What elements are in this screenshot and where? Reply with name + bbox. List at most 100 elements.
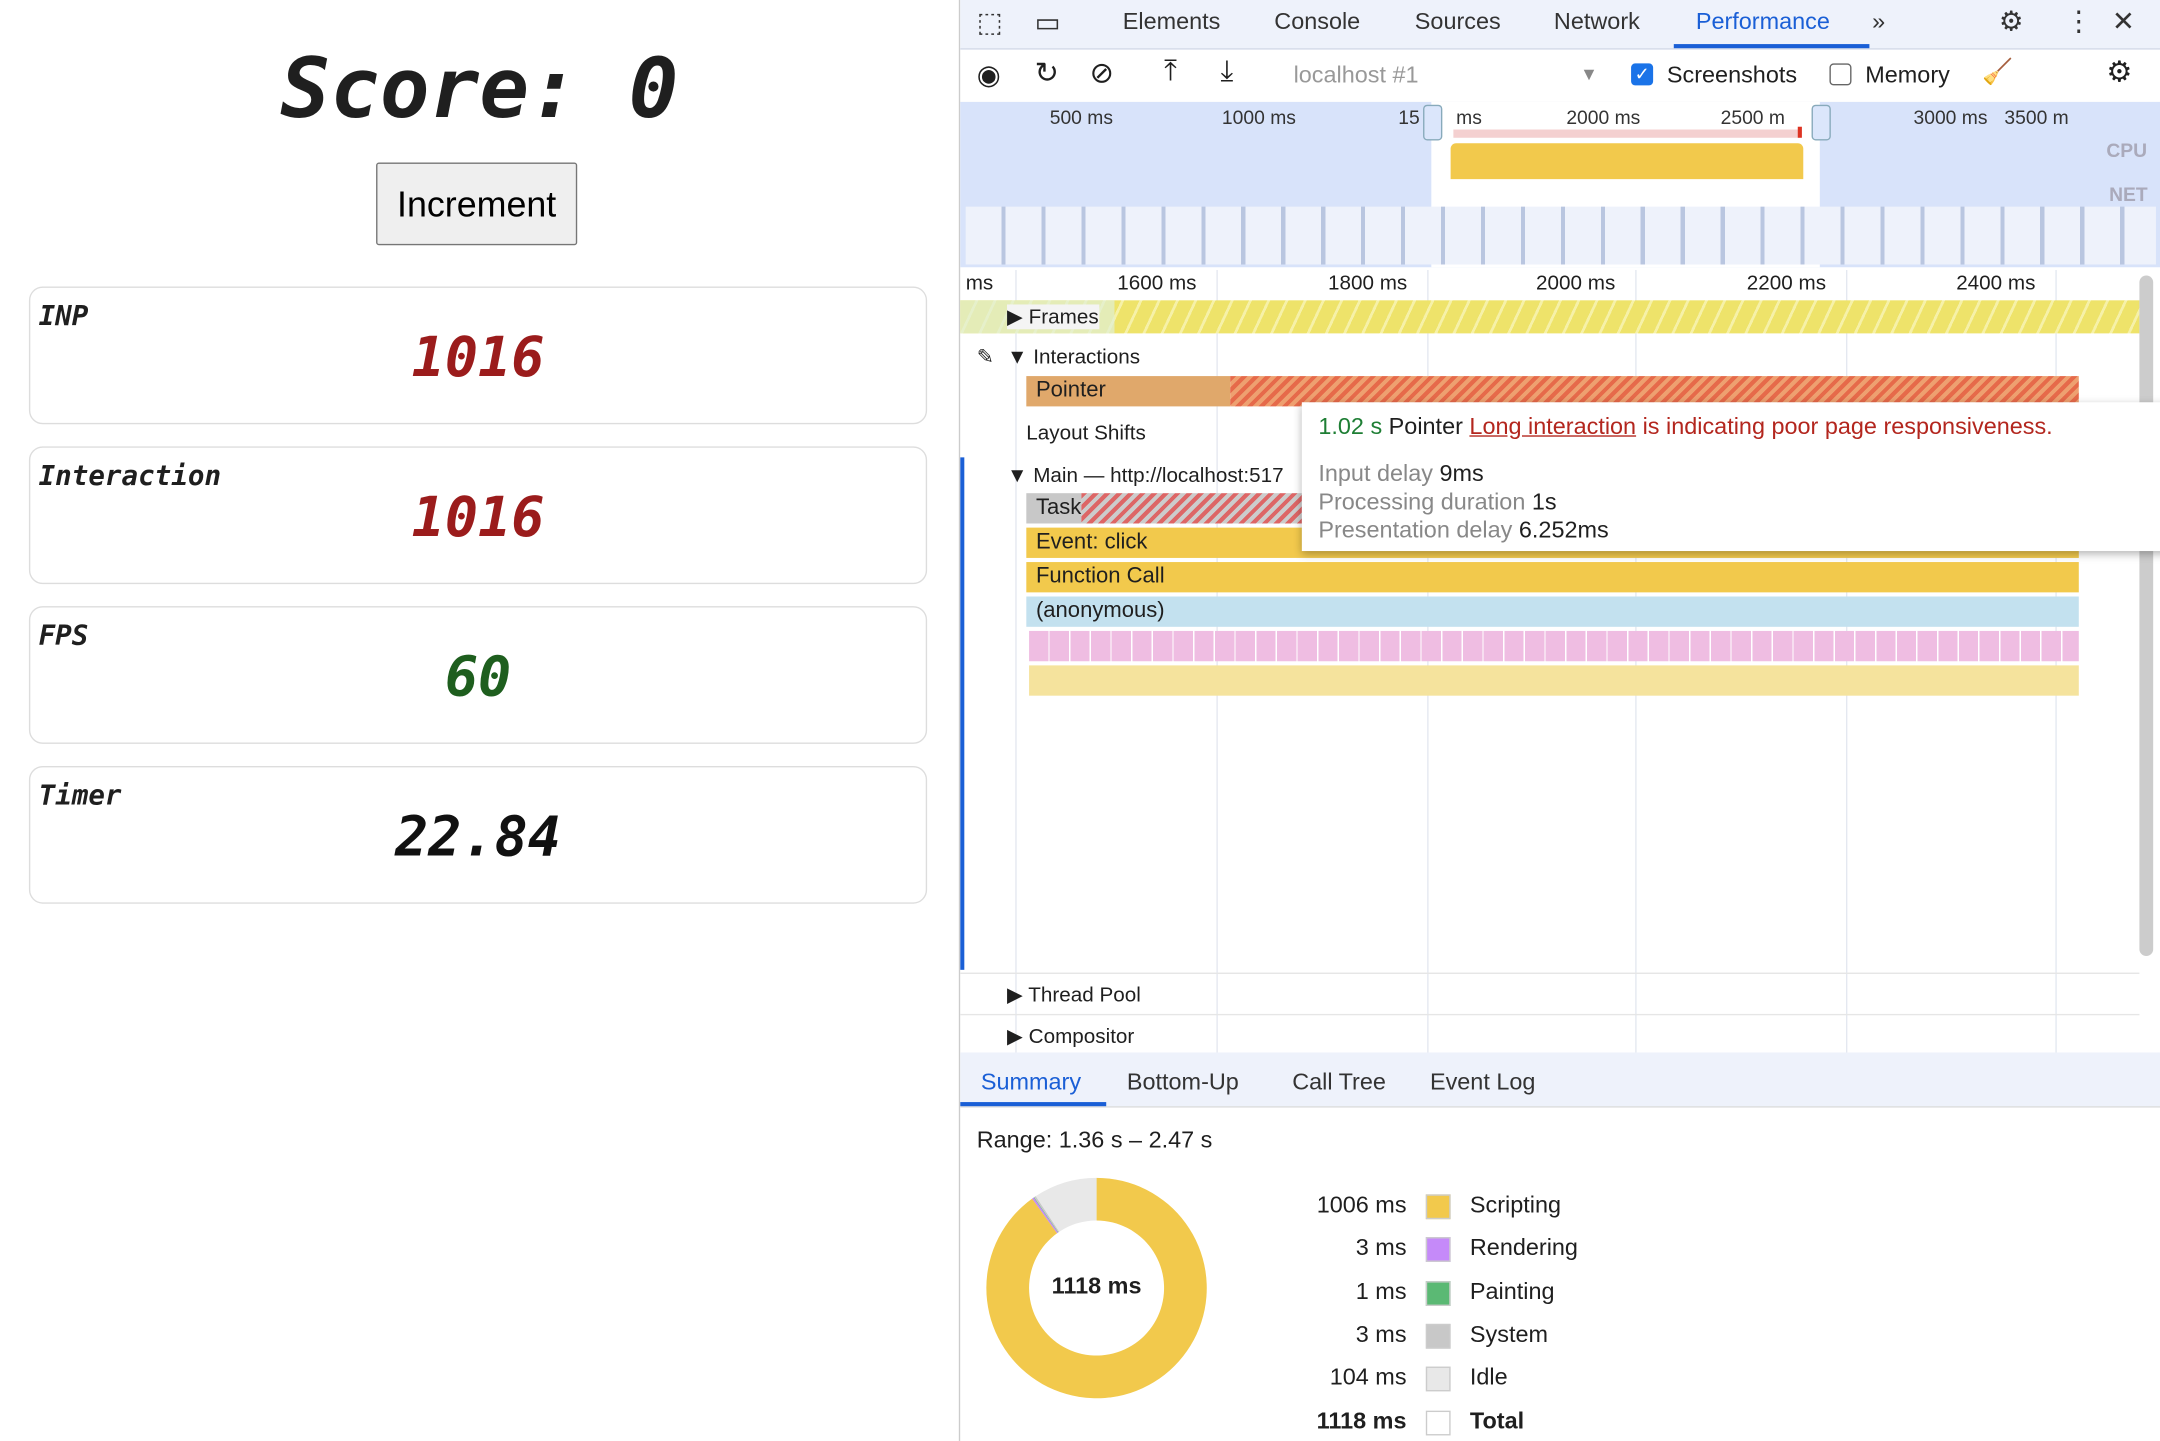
devtools-panel: ⬚ ▭ Elements Console Sources Network Per… bbox=[958, 0, 2160, 1441]
metric-label: Timer bbox=[38, 778, 122, 812]
tab-summary[interactable]: Summary bbox=[980, 1069, 1082, 1096]
performance-toolbar: ◉ ↻ ⊘ ⤒ ⤓ localhost #1 ▼ ✓ Screenshots M… bbox=[960, 50, 2160, 104]
settings-gear-icon[interactable]: ⚙ bbox=[1998, 6, 2024, 38]
ruler-tick: 2200 ms bbox=[1746, 271, 1827, 295]
compositor-track-label[interactable]: ▶ Compositor bbox=[1007, 1024, 1135, 1049]
chevron-down-icon[interactable]: ▼ bbox=[1580, 63, 1598, 85]
legend-swatch bbox=[1425, 1237, 1451, 1263]
function-call-bar[interactable]: Function Call bbox=[1026, 562, 2079, 593]
upload-icon[interactable]: ⤒ bbox=[1164, 55, 1177, 87]
summary-range: Range: 1.36 s – 2.47 s bbox=[976, 1126, 1213, 1154]
metric-label: Interaction bbox=[38, 458, 222, 492]
tooltip-duration: 1.02 s bbox=[1318, 413, 1383, 440]
tab-sources[interactable]: Sources bbox=[1414, 8, 1501, 35]
tooltip-row: Processing duration 1s bbox=[1318, 488, 1608, 516]
tab-network[interactable]: Network bbox=[1553, 8, 1640, 35]
overview-tick: ms bbox=[1456, 106, 1482, 129]
target-select[interactable]: localhost #1 bbox=[1293, 61, 1419, 89]
metric-value: 60 bbox=[444, 646, 512, 710]
overview-tick: 2000 ms bbox=[1566, 106, 1641, 129]
interaction-tooltip: 1.02 s Pointer Long interaction is indic… bbox=[1301, 402, 2160, 552]
tab-call-tree[interactable]: Call Tree bbox=[1292, 1069, 1386, 1096]
interactions-label: Interactions bbox=[1033, 345, 1141, 370]
tooltip-type: Pointer bbox=[1388, 413, 1463, 440]
summary-legend-scripting: 1006 ms Scripting bbox=[1277, 1192, 1690, 1225]
grid-line bbox=[1015, 270, 1017, 1053]
child-calls-row[interactable] bbox=[1029, 630, 2079, 662]
ruler-tick: 1600 ms bbox=[1117, 271, 1197, 295]
device-toolbar-icon[interactable]: ▭ bbox=[1034, 8, 1061, 39]
legend-value: 1118 ms bbox=[1316, 1407, 1407, 1434]
leaf-calls-row[interactable] bbox=[1029, 665, 2079, 696]
overview-tick: 3500 m bbox=[2004, 106, 2069, 129]
thread-pool-track-label[interactable]: ▶ Thread Pool bbox=[1007, 983, 1141, 1008]
frames-track[interactable] bbox=[960, 300, 2140, 334]
long-interaction-link[interactable]: Long interaction bbox=[1469, 413, 1637, 440]
increment-button[interactable]: Increment bbox=[376, 162, 578, 246]
memory-label: Memory bbox=[1865, 61, 1950, 89]
summary-donut-chart bbox=[986, 1177, 1207, 1399]
clear-icon[interactable]: ⊘ bbox=[1089, 57, 1114, 90]
ruler-tick: 2000 ms bbox=[1536, 271, 1616, 295]
download-icon[interactable]: ⤓ bbox=[1220, 55, 1234, 87]
donut-slice-rendering bbox=[1032, 1197, 1059, 1234]
donut-slice-scripting bbox=[986, 1177, 1207, 1399]
edit-tracks-icon[interactable]: ✎ bbox=[976, 345, 995, 370]
tooltip-row: Presentation delay 6.252ms bbox=[1318, 517, 1608, 545]
selection-handle-right[interactable] bbox=[1811, 104, 1831, 141]
donut-slice-painting bbox=[1033, 1197, 1059, 1233]
summary-total-center: 1118 ms bbox=[1051, 1272, 1142, 1300]
reload-record-icon[interactable]: ↻ bbox=[1034, 57, 1059, 90]
more-options-icon[interactable]: ⋮ bbox=[2065, 6, 2093, 38]
ruler-tick: ms bbox=[965, 271, 994, 295]
task-bar[interactable]: Task bbox=[1026, 493, 1082, 524]
summary-legend-rendering: 3 ms Rendering bbox=[1277, 1235, 1690, 1268]
selection-handle-left[interactable] bbox=[1423, 104, 1443, 141]
timeline-scrollbar[interactable] bbox=[2139, 275, 2154, 957]
inspect-element-icon[interactable]: ⬚ bbox=[976, 8, 1003, 39]
garbage-collect-icon[interactable]: 🧹 bbox=[1982, 57, 2014, 86]
overview-tick: 15 bbox=[1398, 106, 1420, 129]
summary-legend-idle: 104 ms Idle bbox=[1277, 1364, 1690, 1397]
more-tabs-icon[interactable]: » bbox=[1872, 8, 1886, 35]
metric-value: 1016 bbox=[411, 486, 545, 550]
legend-swatch bbox=[1425, 1366, 1451, 1392]
interactions-track-label[interactable]: ▼ Interactions bbox=[1007, 345, 1141, 370]
pointer-interaction[interactable]: Pointer bbox=[1026, 376, 1231, 407]
pointer-long-interaction-hatch[interactable] bbox=[1230, 376, 2079, 407]
active-bottom-tab-indicator bbox=[960, 1102, 1107, 1107]
donut-slice-system bbox=[1034, 1196, 1060, 1233]
close-icon[interactable]: ✕ bbox=[2111, 6, 2135, 38]
screenshots-checkbox[interactable]: ✓ bbox=[1631, 63, 1654, 86]
legend-value: 3 ms bbox=[1355, 1234, 1407, 1261]
tooltip-row-label: Input delay bbox=[1318, 460, 1433, 487]
screenshot-filmstrip[interactable] bbox=[965, 206, 2156, 265]
summary-legend-painting: 1 ms Painting bbox=[1277, 1278, 1690, 1311]
tooltip-row-label: Presentation delay bbox=[1318, 516, 1513, 543]
record-icon[interactable]: ◉ bbox=[976, 60, 1001, 91]
layout-shifts-label[interactable]: Layout Shifts bbox=[1026, 421, 1146, 445]
tab-bottom-up[interactable]: Bottom-Up bbox=[1126, 1069, 1239, 1096]
tab-event-log[interactable]: Event Log bbox=[1429, 1069, 1536, 1096]
compositor-label: Compositor bbox=[1028, 1024, 1135, 1049]
frames-label: Frames bbox=[1028, 305, 1099, 330]
anonymous-bar[interactable]: (anonymous) bbox=[1026, 596, 2079, 627]
tooltip-message: is indicating poor page responsiveness. bbox=[1636, 413, 2053, 440]
memory-checkbox[interactable] bbox=[1829, 63, 1852, 86]
summary-legend-system: 3 ms System bbox=[1277, 1321, 1690, 1354]
main-label: Main — http://localhost:517 bbox=[1033, 464, 1284, 488]
legend-value: 1 ms bbox=[1355, 1277, 1407, 1305]
main-track-label[interactable]: ▼ Main — http://localhost:517 bbox=[1007, 464, 1284, 488]
screenshots-label: Screenshots bbox=[1666, 61, 1798, 89]
tab-console[interactable]: Console bbox=[1274, 8, 1361, 35]
tab-elements[interactable]: Elements bbox=[1122, 8, 1221, 35]
active-tab-indicator bbox=[1673, 44, 1870, 49]
tooltip-row: Input delay 9ms bbox=[1318, 460, 1608, 488]
legend-swatch bbox=[1425, 1280, 1451, 1306]
metric-card-timer: Timer 22.84 bbox=[28, 765, 928, 904]
legend-label: Total bbox=[1469, 1407, 1525, 1434]
overview-tick: 500 ms bbox=[1049, 106, 1113, 129]
capture-settings-icon[interactable]: ⚙ bbox=[2106, 56, 2133, 89]
tab-performance[interactable]: Performance bbox=[1695, 8, 1830, 35]
frames-track-label[interactable]: ▶ Frames bbox=[1007, 304, 1099, 330]
